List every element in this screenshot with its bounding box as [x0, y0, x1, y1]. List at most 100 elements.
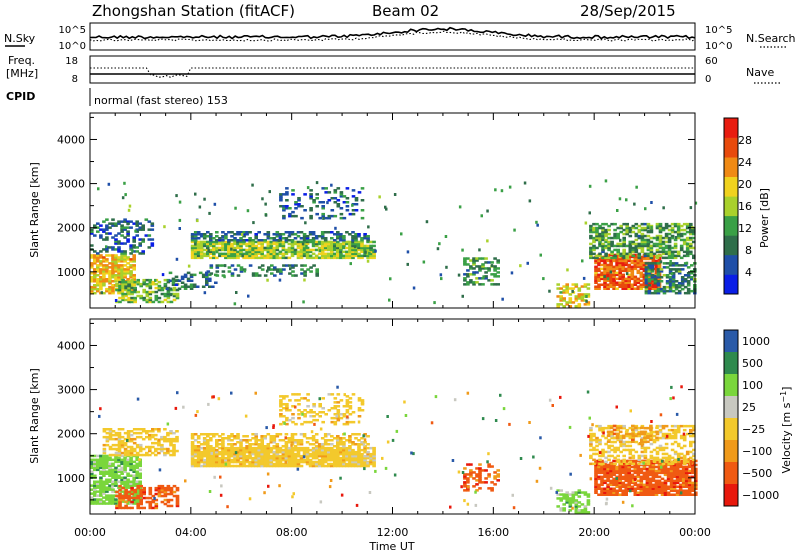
data-cell: [633, 257, 638, 261]
data-cell: [594, 491, 598, 494]
data-cell: [275, 460, 280, 464]
data-cell: [248, 464, 252, 468]
data-cell: [657, 259, 662, 263]
data-cell: [221, 239, 225, 242]
data-cell: [621, 477, 625, 481]
sky-tick-top: 10^5: [59, 25, 86, 36]
data-cell: [466, 481, 470, 484]
data-cell: [598, 252, 602, 256]
data-cell: [606, 273, 610, 277]
data-cell: [345, 405, 350, 408]
data-cell: [621, 259, 625, 263]
data-cell: [618, 471, 622, 475]
data-cell: [169, 443, 173, 447]
data-cell: [559, 291, 563, 294]
data-cell: [628, 440, 633, 444]
data-cell: [684, 467, 689, 471]
data-cell: [305, 246, 310, 250]
data-cell: [484, 469, 488, 472]
data-cell: [254, 233, 258, 236]
data-cell: [190, 462, 195, 466]
data-cell: [266, 450, 271, 454]
data-cell: [677, 272, 682, 275]
data-cell: [147, 234, 152, 237]
data-cell: [613, 448, 617, 452]
data-cell: [266, 448, 271, 452]
data-cell: [190, 460, 195, 464]
data-cell: [141, 453, 146, 457]
data-cell: [661, 228, 666, 232]
data-cell: [592, 446, 596, 450]
data-cell: [230, 435, 234, 438]
data-cell: [287, 446, 292, 450]
data-cell: [239, 266, 244, 269]
data-cell: [354, 197, 359, 200]
data-cell: [351, 464, 355, 468]
data-cell: [123, 460, 127, 464]
data-cell: [245, 254, 249, 258]
data-cell: [293, 460, 298, 464]
data-cell: [628, 244, 633, 248]
data-cell: [308, 254, 313, 258]
data-cell: [102, 456, 106, 460]
data-cell: [490, 273, 494, 276]
data-cell: [90, 291, 94, 295]
data-cell: [654, 283, 659, 286]
data-cell: [357, 452, 361, 456]
data-cell: [108, 428, 113, 431]
data-cell: [339, 462, 343, 466]
data-cell: [99, 492, 103, 495]
data-cell: [600, 475, 604, 479]
data-cell: [654, 473, 659, 477]
data-cell: [323, 256, 328, 260]
data-cell: [275, 443, 280, 446]
data-cell: [481, 481, 485, 484]
data-cell: [348, 246, 352, 250]
data-cell: [674, 285, 679, 289]
data-cell: [102, 492, 106, 495]
data-cell: [175, 294, 180, 298]
data-cell: [678, 489, 683, 492]
data-cell: [99, 284, 103, 287]
data-cell: [275, 462, 280, 466]
data-cell: [628, 426, 633, 430]
data-cell: [318, 403, 322, 406]
data-cell: [129, 252, 133, 255]
data-cell: [685, 252, 690, 256]
data-cell: [305, 252, 310, 256]
data-cell: [604, 450, 608, 454]
data-cell: [649, 240, 654, 244]
data-cell: [266, 233, 271, 236]
data-cell: [643, 240, 648, 244]
data-cell: [108, 278, 112, 281]
data-cell: [687, 471, 692, 475]
data-cell: [348, 454, 352, 458]
data-cell: [556, 295, 560, 298]
data-cell: [314, 256, 319, 260]
data-cell: [299, 237, 304, 240]
data-cell: [251, 183, 254, 187]
data-cell: [676, 252, 681, 256]
data-cell: [278, 278, 282, 282]
data-cell: [633, 281, 638, 284]
data-cell: [114, 480, 118, 483]
data-cell: [93, 258, 97, 261]
data-cell: [254, 458, 258, 462]
data-cell: [315, 212, 319, 216]
data-cell: [339, 464, 343, 468]
data-cell: [655, 250, 660, 254]
data-cell: [138, 476, 142, 479]
data-cell: [302, 248, 307, 252]
data-cell: [163, 490, 168, 494]
data-cell: [622, 244, 626, 248]
data-cell: [123, 272, 127, 275]
data-cell: [598, 442, 602, 446]
data-cell: [577, 505, 582, 508]
data-cell: [212, 248, 216, 252]
data-cell: [90, 289, 94, 293]
data-cell: [208, 273, 212, 277]
data-cell: [135, 246, 139, 249]
data-cell: [257, 246, 261, 250]
data-cell: [583, 303, 588, 306]
data-cell: [327, 448, 331, 452]
